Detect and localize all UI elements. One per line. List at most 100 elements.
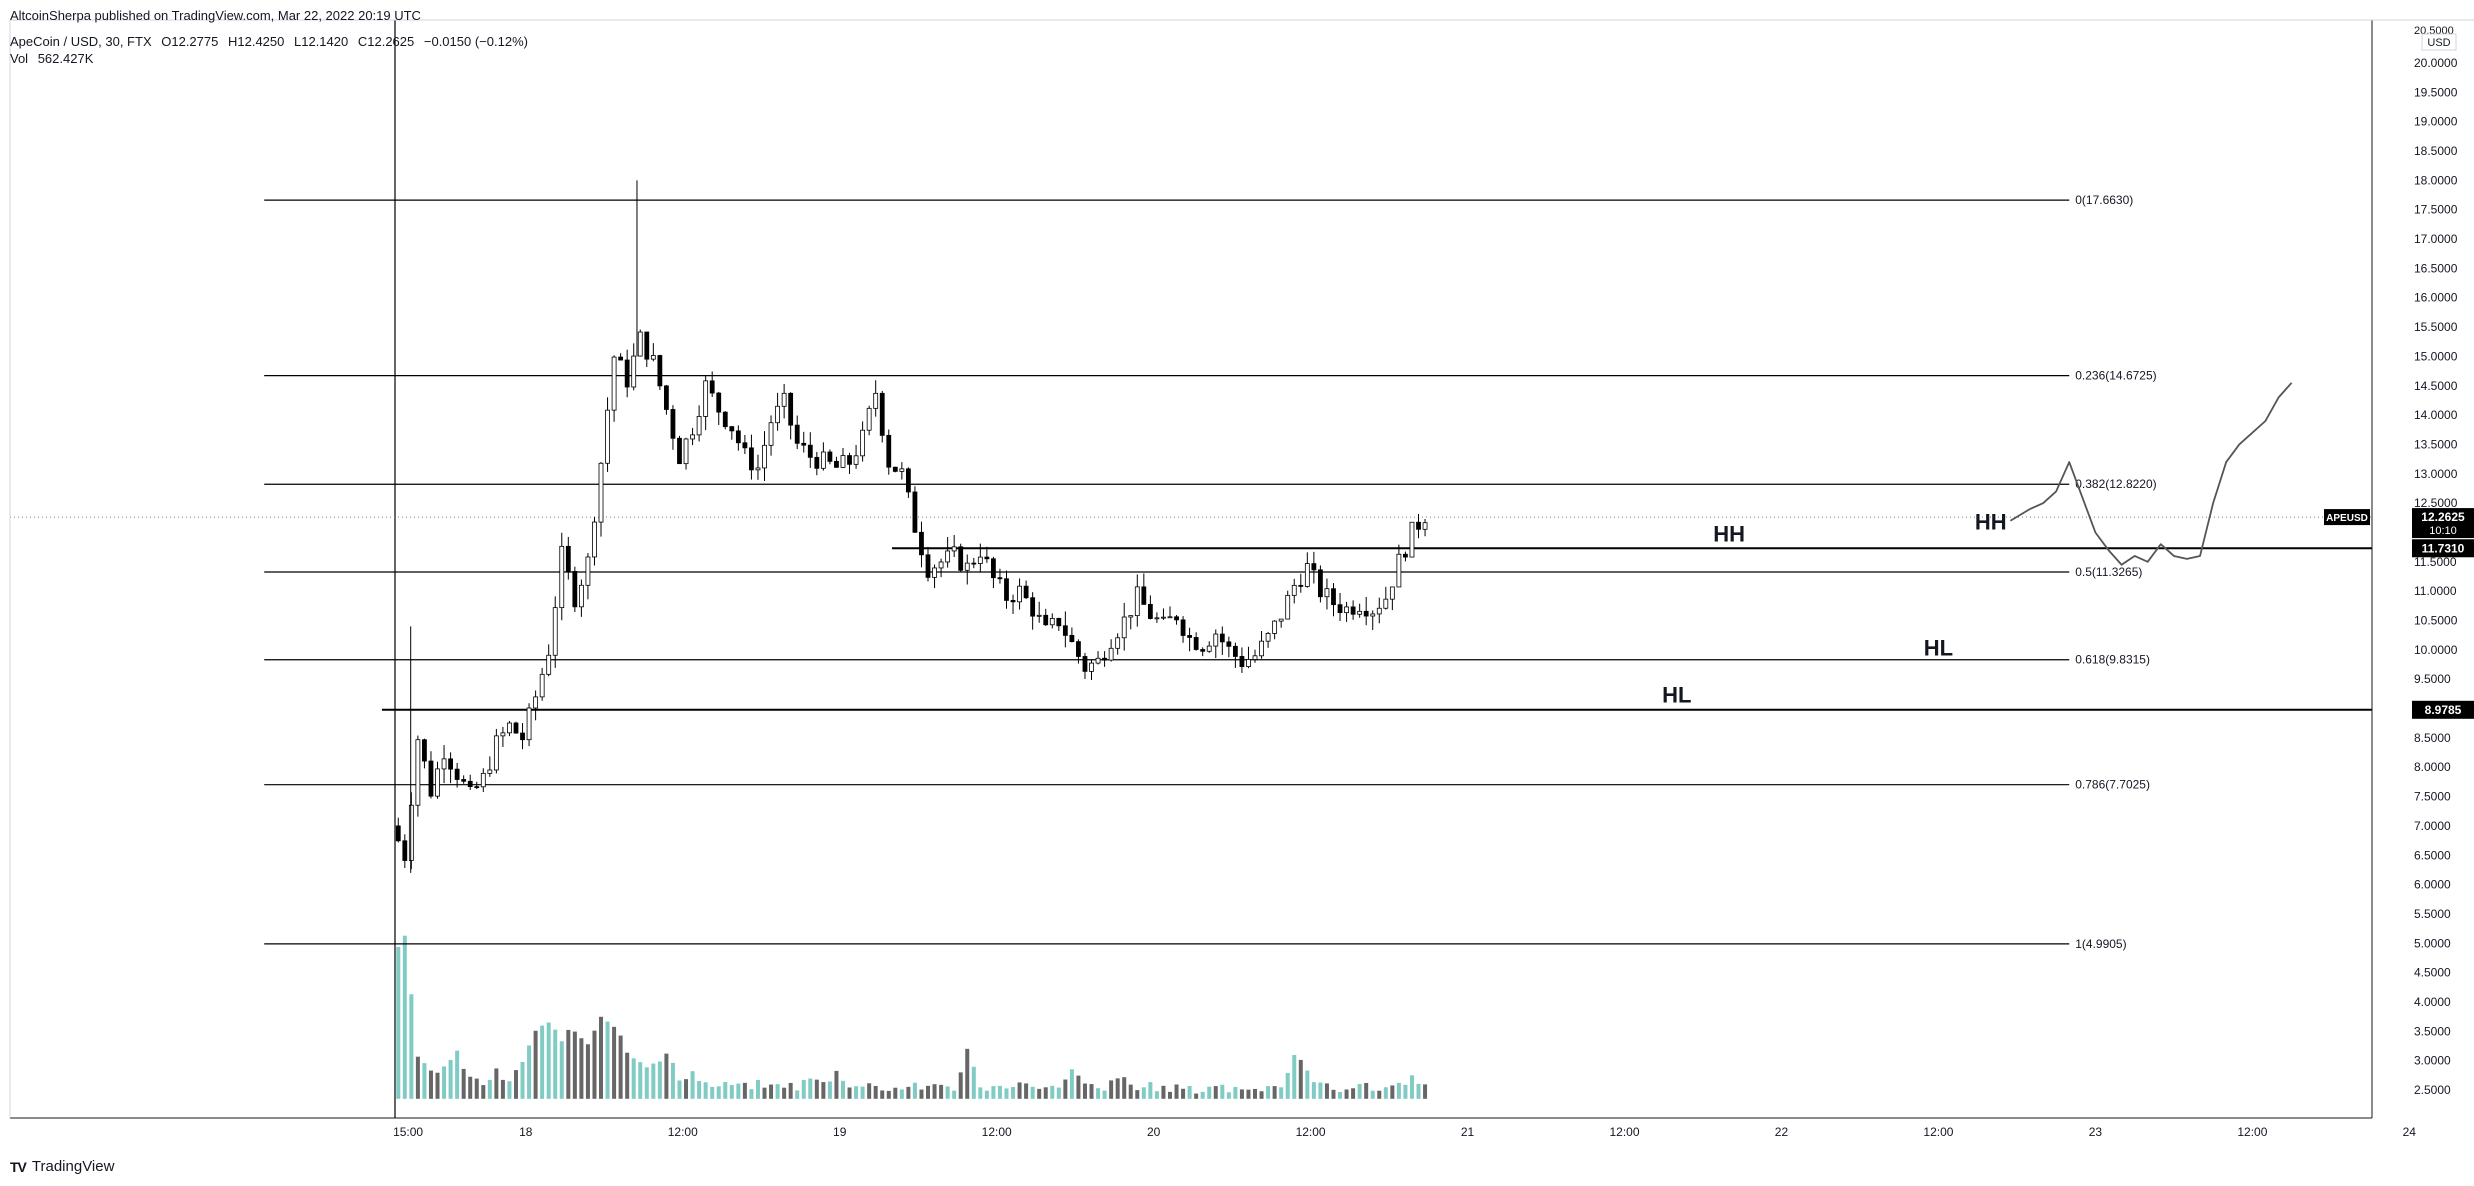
publisher-text: AltcoinSherpa published on TradingView.c… (10, 8, 421, 23)
price-badge[interactable] (2412, 539, 2474, 558)
x-tick-label: 12:00 (1923, 1125, 1953, 1139)
candle-body (984, 556, 990, 560)
candle-body (611, 356, 617, 411)
candle-body (605, 409, 610, 464)
candle-body (1370, 613, 1376, 617)
x-tick-label: 12:00 (1610, 1125, 1640, 1139)
x-tick-label: 22 (1775, 1125, 1789, 1139)
candle-body (507, 722, 512, 734)
volume-bar (912, 1082, 917, 1099)
candle-body (539, 673, 545, 698)
candle-body (847, 455, 852, 465)
horizontal-lines[interactable] (10, 20, 2372, 1118)
candle-body (1278, 618, 1284, 622)
footer-brand[interactable]: TV TradingView (10, 1158, 114, 1175)
candle-body (644, 331, 650, 360)
candle-body (552, 607, 558, 656)
candle-body (1324, 588, 1330, 598)
y-tick-label: 11.0000 (2414, 584, 2457, 598)
candle-body (1363, 610, 1369, 617)
candle-body (683, 438, 689, 465)
volume-bar (566, 1029, 571, 1099)
candle-body (958, 546, 964, 571)
candle-body (1350, 606, 1356, 615)
ohlc-close: C12.2625 (357, 34, 415, 49)
volume-bar (553, 1029, 558, 1099)
y-tick-label: 12.5000 (2414, 496, 2458, 510)
volume-bar (801, 1079, 806, 1099)
volume-bar (1194, 1093, 1199, 1099)
candle-body (559, 545, 565, 609)
volume-bar (631, 1058, 636, 1099)
candle-body (1246, 659, 1251, 668)
price-badge[interactable] (2412, 700, 2474, 719)
volume-bar (965, 1048, 970, 1099)
fib-level-label: 1(4.9905) (2075, 937, 2126, 951)
volume-bar (409, 994, 414, 1099)
volume-bar (749, 1089, 754, 1099)
candle-body (755, 467, 761, 471)
candle-body (1259, 640, 1264, 657)
projection-path[interactable] (2009, 382, 2293, 566)
candle-body (454, 768, 460, 780)
symbol-name[interactable]: ApeCoin / USD, 30, FTX (10, 34, 152, 49)
volume-bar (1383, 1087, 1388, 1099)
candle-body (408, 804, 414, 861)
candle-body (781, 392, 787, 407)
candle-body (932, 567, 937, 578)
candle-body (1004, 578, 1009, 601)
symbol-badge[interactable] (2324, 509, 2370, 526)
candle-body (513, 722, 519, 734)
currency-box[interactable] (2421, 33, 2457, 51)
candle-body (422, 739, 427, 762)
candlesticks (395, 180, 1428, 873)
volume-bar (1311, 1082, 1316, 1099)
volume-bar (1037, 1088, 1042, 1099)
candle-body (592, 521, 597, 558)
pattern-label[interactable]: HH (1975, 510, 2007, 535)
pattern-label[interactable]: HL (1924, 636, 1953, 661)
x-tick-label: 12:00 (982, 1125, 1012, 1139)
volume-bar (638, 1062, 643, 1099)
candle-body (1239, 656, 1245, 668)
volume-bar (468, 1076, 473, 1099)
price-badge[interactable] (2412, 508, 2474, 539)
candle-body (1141, 586, 1147, 605)
pattern-label[interactable]: HH (1713, 521, 1745, 546)
candle-body (1409, 521, 1415, 558)
y-tick-label: 8.5000 (2414, 731, 2451, 745)
candle-body (526, 707, 532, 741)
candle-body (624, 359, 630, 388)
candle-body (1265, 633, 1271, 642)
candle-body (1285, 594, 1291, 620)
volume-bar (971, 1066, 976, 1099)
volume-bar (677, 1080, 682, 1099)
fibonacci-retracement[interactable]: 0(17.6630) 0.236(14.6725) 0.382(12.8220) 0.… (264, 193, 2157, 951)
pattern-label[interactable]: HL (1662, 683, 1691, 708)
fib-level-label: 0(17.6630) (2075, 193, 2133, 207)
pattern-annotations[interactable]: HH HH HL HL (1662, 510, 2006, 708)
candle-body (618, 356, 624, 361)
volume-bar (651, 1063, 656, 1099)
volume-bar (422, 1063, 427, 1099)
y-tick-label: 7.0000 (2414, 819, 2451, 833)
volume-bar (1207, 1086, 1212, 1099)
candle-body (991, 558, 996, 579)
candle-body (696, 416, 702, 436)
volume-line: Vol 562.427K (10, 51, 99, 66)
volume-bar (1259, 1091, 1264, 1099)
volume-bar (984, 1090, 989, 1099)
currency-label[interactable]: USD (2427, 37, 2450, 49)
volume-bar (906, 1086, 911, 1099)
volume-bar (474, 1078, 479, 1099)
volume-bar (1403, 1084, 1408, 1099)
candle-body (709, 380, 715, 394)
volume-bar (664, 1053, 669, 1099)
candle-body (585, 556, 591, 586)
candle-body (1147, 604, 1153, 619)
volume-bar (814, 1079, 819, 1099)
ohlc-open: O12.2775 (161, 34, 219, 49)
price-projection-path[interactable] (2009, 382, 2293, 566)
volume-bar (1357, 1084, 1362, 1099)
